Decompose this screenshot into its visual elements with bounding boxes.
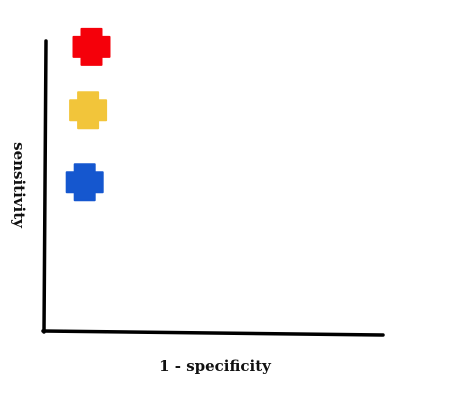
axes [41,39,385,337]
y-axis-label: sensitivity [10,142,28,229]
y-axis-line [42,39,48,334]
data-point-blue-plus-icon [65,163,104,202]
data-points [65,27,111,202]
x-axis-line [41,329,385,337]
data-point-yellow-plus-icon [69,91,108,130]
data-point-red-plus-icon [72,27,111,66]
x-axis-label: 1 - specificity [159,357,272,375]
